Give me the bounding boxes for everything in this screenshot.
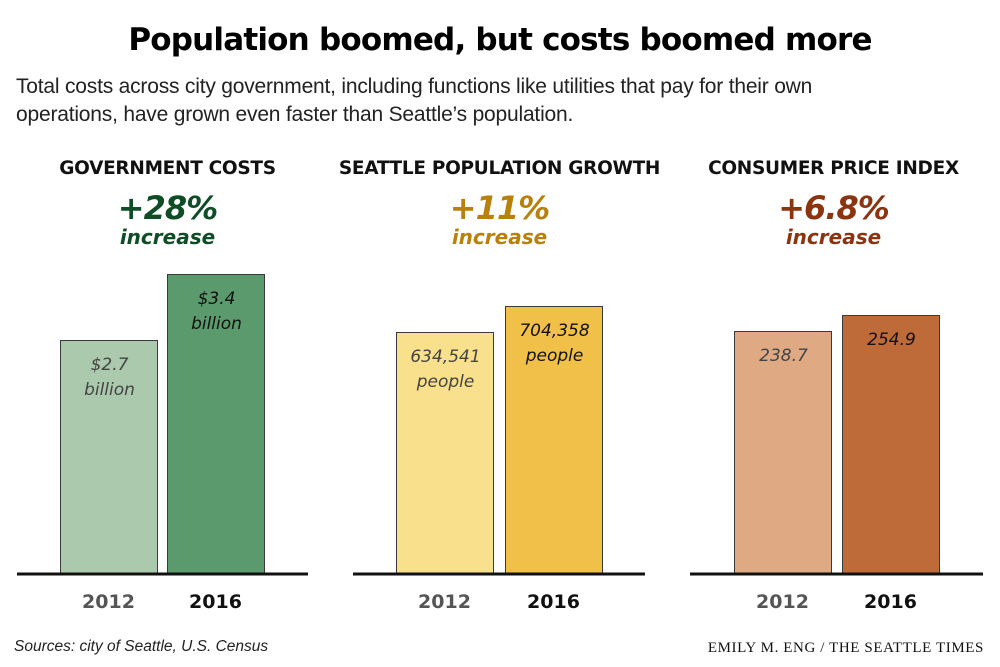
panel-population-header: SEATTLE POPULATION GROWTH +11% increase [332,158,667,249]
increase-label: increase [785,225,882,249]
percent-change: +28% [117,189,218,227]
bar-data-label: people [416,372,475,392]
percent-change: +11% [449,189,550,227]
bar-data-label: $3.4 [198,289,236,309]
panel-cpi-header: CONSUMER PRICE INDEX +6.8% increase [666,158,1000,249]
x-tick-label: 2016 [527,591,580,613]
panel-title: SEATTLE POPULATION GROWTH [338,158,661,179]
bar-2012 [396,332,494,574]
chart-title: Population boomed, but costs boomed more [128,22,872,58]
bar-2012 [734,331,832,574]
bar-data-label: 254.9 [867,330,916,350]
credit-line: EMILY M. ENG / THE SEATTLE TIMES [707,640,984,656]
bar-2012 [60,340,158,574]
source-note: Sources: city of Seattle, U.S. Census [14,638,269,655]
increase-label: increase [119,225,216,249]
bar-2016 [842,315,940,574]
panel-government-costs-header: GOVERNMENT COSTS +28% increase [0,158,335,249]
x-tick-label: 2012 [82,591,135,613]
subtitle-line-1: Total costs across city government, incl… [16,75,813,98]
bar-2016 [167,274,265,574]
bar-data-label: 634,541 [410,347,480,367]
panel-title: CONSUMER PRICE INDEX [708,158,959,179]
bar-data-label: 704,358 [519,321,589,341]
x-tick-label: 2012 [418,591,471,613]
increase-label: increase [451,225,548,249]
subtitle-line-2: operations, have grown even faster than … [16,103,574,126]
x-tick-label: 2012 [756,591,809,613]
bar-data-label: people [525,346,584,366]
bar-data-label: billion [84,380,135,400]
bar-data-label: 238.7 [759,346,808,366]
x-tick-label: 2016 [864,591,917,613]
panel-title: GOVERNMENT COSTS [59,158,276,179]
percent-change: +6.8% [778,189,890,227]
bar-data-label: billion [191,314,242,334]
chart-subtitle: Total costs across city government, incl… [16,73,976,129]
bar-data-label: $2.7 [91,355,129,375]
x-tick-label: 2016 [189,591,242,613]
